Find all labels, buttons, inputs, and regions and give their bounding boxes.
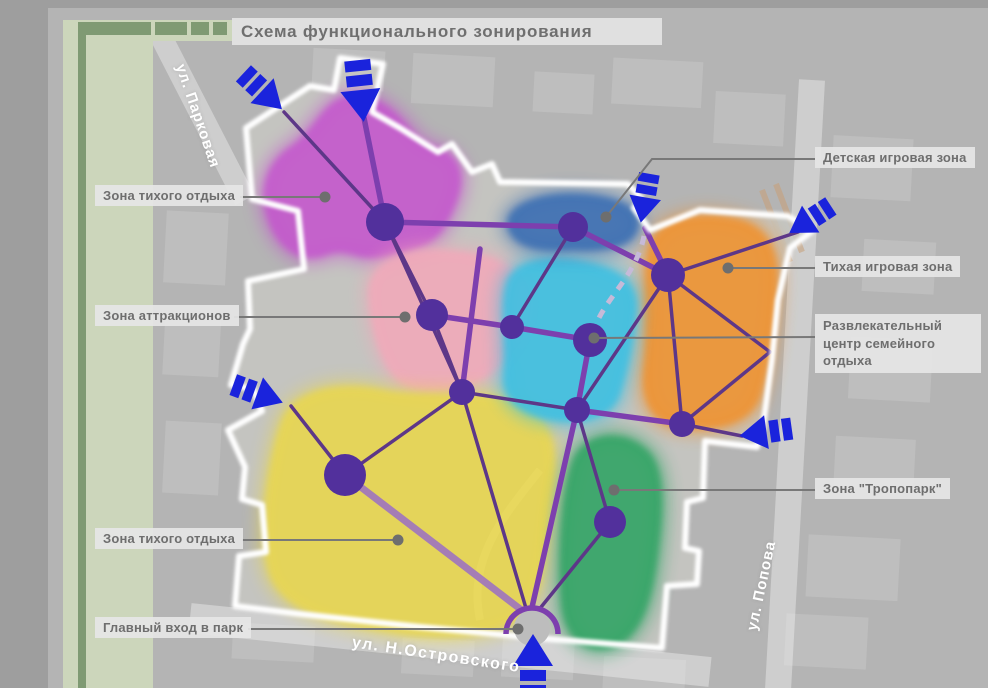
frame-line-vertical: [78, 22, 86, 688]
frame-line-top: [78, 22, 151, 35]
callout-tropopark: Зона "Тропопарк": [815, 478, 950, 499]
callout-quiet-play: Тихая игровая зона: [815, 256, 961, 277]
callout-children-play: Детская игровая зона: [815, 147, 975, 168]
bottom-white-strip: [0, 688, 988, 699]
callout-family-center: Развлекательный центр семейного отдыха: [815, 314, 981, 373]
frame-dash-1: [155, 22, 187, 35]
callout-attractions: Зона аттракционов: [95, 305, 239, 326]
paths-light: [341, 471, 532, 619]
leader-dots: [319, 191, 734, 635]
callout-quiet-rest-north: Зона тихого отдыха: [95, 185, 244, 206]
leader-lines: [234, 158, 816, 630]
paths-bright: [361, 115, 685, 619]
zone-tropopark: [559, 435, 663, 650]
callout-main-entrance: Главный вход в парк: [95, 617, 252, 638]
page-title: Схема функционального зонирования: [241, 21, 593, 41]
main-entrance-arc: [503, 605, 561, 646]
zone-family-center: [502, 258, 637, 423]
frame-dash-3: [213, 22, 227, 35]
callout-quiet-rest-south: Зона тихого отдыха: [95, 528, 244, 549]
path-dashed: [590, 235, 647, 335]
frame-dash-2: [191, 22, 209, 35]
title-bar: Схема функционального зонирования: [232, 18, 662, 45]
frame-band-vertical: [63, 20, 153, 688]
